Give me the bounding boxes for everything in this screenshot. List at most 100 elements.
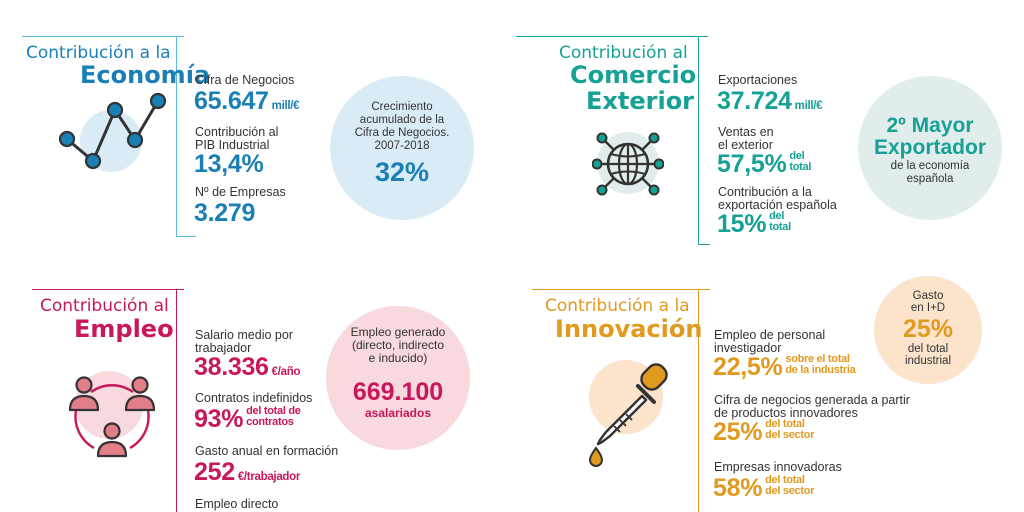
innovacion-empresas-unit: del total del sector	[765, 474, 815, 497]
globe-network-icon	[592, 132, 664, 196]
comercio-contrib-label-1: Contribución a la	[718, 185, 812, 199]
comercio-contrib-label-2: exportación española	[718, 198, 837, 212]
empleo-circle-value: 669.100	[352, 378, 444, 406]
comercio-title-line3: Exterior	[586, 87, 695, 115]
empleo-salario-number: 38.336	[194, 353, 269, 381]
empleo-contratos-label: Contratos indefinidos	[195, 391, 313, 405]
empleo-directo-label: Empleo directo	[195, 497, 279, 511]
empleo-gasto-number: 252	[194, 458, 235, 486]
empleo-circle-l3: e inducido)	[368, 351, 428, 365]
innovacion-personal-label-2: investigador	[714, 341, 782, 355]
economia-empresas-label: Nº de Empresas	[195, 185, 286, 199]
empleo-highlight-circle	[326, 306, 470, 450]
economia-circle-value: 32%	[374, 157, 430, 187]
comercio-highlight-circle	[858, 76, 1002, 220]
innovacion-cifra-value: 25% del total del sector	[713, 418, 814, 446]
comercio-contrib-unit: del total	[769, 210, 791, 233]
innovacion-personal-value: 22,5% sobre el total de la industria	[713, 353, 856, 381]
comercio-ventas-label-1: Ventas en	[718, 125, 774, 139]
innovacion-circle-value: 25%	[902, 315, 954, 343]
economia-cifra-number: 65.647	[194, 87, 269, 115]
innovacion-personal-number: 22,5%	[713, 353, 783, 381]
empleo-title-line2: Empleo	[74, 315, 174, 343]
comercio-contrib-number: 15%	[717, 210, 767, 238]
economia-circle-l4: 2007-2018	[374, 140, 430, 152]
empleo-circle-l1: Empleo generado	[350, 325, 446, 339]
economia-bottom-rule	[176, 236, 196, 237]
economia-cifra-label: Cifra de Negocios	[195, 73, 295, 87]
innovacion-top-rule	[532, 289, 710, 290]
innovacion-cifra-label-1: Cifra de negocios generada a partir	[714, 393, 910, 407]
empleo-salario-value: 38.336 €/año	[194, 353, 301, 386]
innovacion-circle-l4: industrial	[904, 355, 952, 367]
empleo-section: Contribución al Empleo Salario medio por…	[0, 256, 512, 512]
dropper-icon	[588, 363, 668, 467]
innovacion-circle-l2: en I+D	[910, 302, 946, 314]
empleo-top-rule	[32, 289, 184, 290]
innovacion-circle-l3: del total	[907, 343, 949, 355]
comercio-title-line2: Comercio	[570, 61, 697, 89]
innovacion-cifra-number: 25%	[713, 418, 763, 446]
empleo-side-rule	[176, 289, 177, 512]
economia-circle-l2: acumulado de la	[359, 114, 445, 126]
empleo-gasto-unit: €/trabajador	[237, 471, 301, 483]
empleo-title-line1: Contribución al	[40, 296, 169, 316]
empleo-contratos-number: 93%	[194, 405, 244, 433]
innovacion-side-rule	[698, 289, 699, 512]
comercio-top-rule	[516, 36, 708, 37]
economia-side-rule	[176, 36, 177, 236]
comercio-side-rule	[698, 36, 699, 244]
innovacion-empresas-label: Empresas innovadoras	[714, 460, 842, 474]
innovacion-cifra-label-2: de productos innovadores	[714, 406, 858, 420]
empleo-salario-unit: €/año	[271, 366, 301, 378]
empleo-circle-l2: (directo, indirecto	[351, 338, 445, 352]
economia-highlight-circle	[330, 76, 474, 220]
innovacion-empresas-number: 58%	[713, 474, 763, 502]
innovacion-personal-label-1: Empleo de personal	[714, 328, 826, 342]
innovacion-empresas-value: 58% del total del sector	[713, 474, 814, 502]
innovacion-circle-l1: Gasto	[912, 290, 944, 302]
comercio-export-value: 37.724 mill/€	[717, 87, 823, 120]
line-chart-icon	[58, 92, 167, 170]
economia-top-rule	[22, 36, 184, 37]
economia-pib-label-2: PIB Industrial	[195, 138, 270, 152]
comercio-export-label: Exportaciones	[718, 73, 798, 87]
empleo-gasto-label: Gasto anual en formación	[195, 444, 339, 458]
comercio-ventas-number: 57,5%	[717, 150, 787, 178]
comercio-title-line1: Contribución al	[559, 43, 688, 63]
economia-section: Contribución a la Economía Cifra de Nego…	[0, 0, 512, 256]
innovacion-personal-unit: sobre el total de la industria	[785, 353, 856, 376]
economia-empresas-value: 3.279	[194, 199, 256, 227]
empleo-circle-unit: asalariados	[364, 406, 432, 420]
comercio-section: Contribución al Comercio Exterior Export…	[512, 0, 1024, 256]
comercio-export-unit: mill/€	[794, 100, 823, 112]
comercio-export-number: 37.724	[717, 87, 792, 115]
innovacion-section: Contribución a la Innovación Gasto en I+…	[512, 256, 1024, 512]
economia-title-line1: Contribución a la	[26, 43, 171, 63]
economia-pib-label-1: Contribución al	[195, 125, 279, 139]
comercio-ventas-value: 57,5% del total	[717, 150, 811, 178]
economia-circle-l3: Cifra de Negocios.	[354, 127, 450, 139]
innovacion-highlight-circle	[874, 276, 982, 384]
economia-title-line2: Economía	[80, 61, 211, 89]
empleo-contratos-unit: del total de contratos	[246, 405, 301, 428]
comercio-circle-l4: española	[906, 173, 954, 185]
comercio-ventas-unit: del total	[789, 150, 812, 173]
people-network-icon	[68, 376, 156, 458]
comercio-circle-l1: 2º Mayor	[886, 114, 974, 137]
economia-cifra-value: 65.647 mill/€	[194, 87, 300, 120]
comercio-contrib-value: 15% del total	[717, 210, 791, 238]
empleo-contratos-value: 93% del total de contratos	[194, 405, 301, 433]
comercio-circle-l3: de la economía	[890, 160, 970, 172]
economia-pib-value: 13,4%	[194, 150, 264, 178]
comercio-circle-l2: Exportador	[873, 136, 986, 159]
empleo-salario-label-1: Salario medio por	[195, 328, 293, 342]
innovacion-cifra-unit: del total del sector	[765, 418, 815, 441]
comercio-ventas-label-2: el exterior	[718, 138, 773, 152]
empleo-salario-label-2: trabajador	[195, 341, 252, 355]
innovacion-title-line1: Contribución a la	[545, 296, 690, 316]
economia-cifra-unit: mill/€	[271, 100, 300, 112]
innovacion-title-line2: Innovación	[555, 315, 703, 343]
economia-circle-l1: Crecimiento	[371, 101, 433, 113]
comercio-bottom-rule	[698, 244, 710, 245]
